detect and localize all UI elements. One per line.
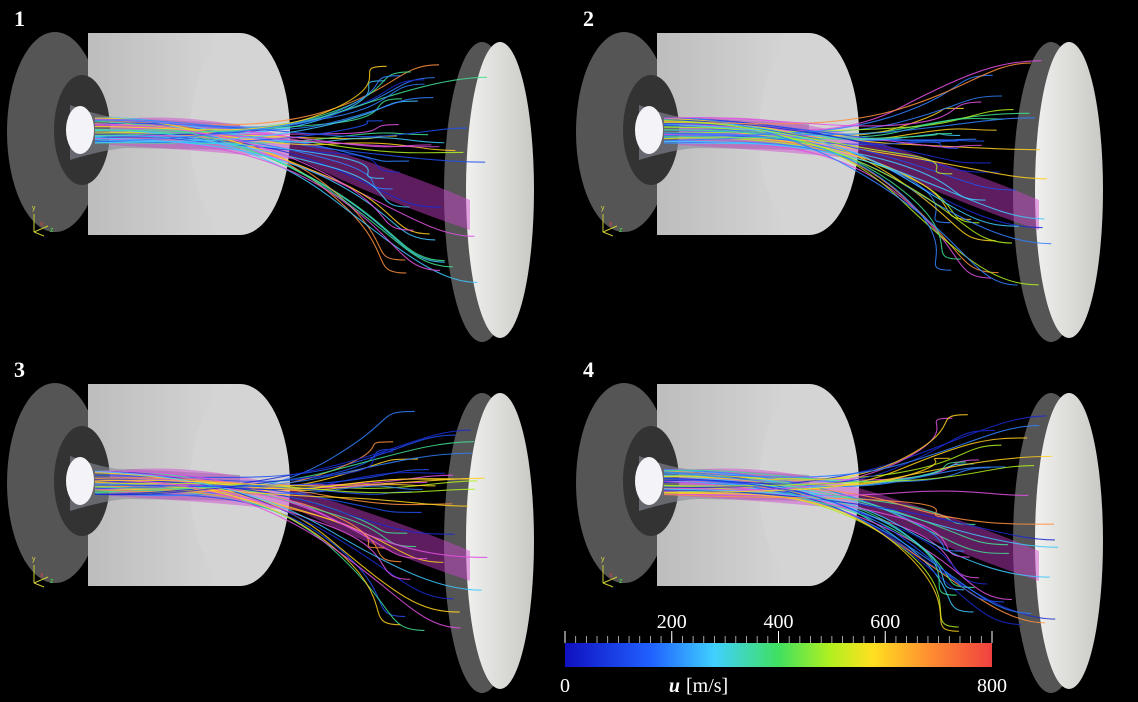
colorbar-tick-label: 0 [560,675,570,697]
target-face [466,42,534,338]
colorbar-tick-label: 400 [764,611,794,633]
panel-label: 4 [583,357,594,382]
panel-label: 1 [14,6,25,31]
panel: y xz 1 [7,6,534,342]
panel: y xz 2 [576,6,1103,342]
axis-triad-label: y [32,205,36,212]
axis-triad-label: z [619,578,623,585]
colorbar-unit: [m/s] [686,675,728,697]
panel: y xz 3 [7,357,534,693]
panel-label: 3 [14,357,25,382]
colorbar-symbol: u [669,675,680,697]
nozzle-bulb [635,106,663,154]
panel: y xz 4 [576,357,1103,693]
target-face [1035,393,1103,689]
figure: yxz1yxz2yxz3yxz4 u [m/s] 0200400600800 [0,0,1138,702]
target-face [1035,42,1103,338]
axis-triad-label: z [50,227,54,234]
target-face [466,393,534,689]
colorbar-gradient [565,643,992,667]
colorbar-tick-label: 600 [870,611,900,633]
colorbar-tick-label: 800 [977,675,1007,697]
axis-triad-label: z [50,578,54,585]
axis-triad-label: x [609,221,613,228]
axis-triad-label: y [601,556,605,563]
axis-triad-label: x [40,221,44,228]
colorbar: u [m/s] 0 200 400 600 800 [560,611,1007,697]
axis-triad-label: y [32,556,36,563]
axis-triad-label: y [601,205,605,212]
colorbar-tick-label: 200 [657,611,687,633]
nozzle-bulb [66,457,94,505]
panel-label: 2 [583,6,594,31]
axis-triad-label: z [619,227,623,234]
nozzle-bulb [635,457,663,505]
axis-triad-label: x [40,572,44,579]
nozzle-bulb [66,106,94,154]
axis-triad-label: x [609,572,613,579]
